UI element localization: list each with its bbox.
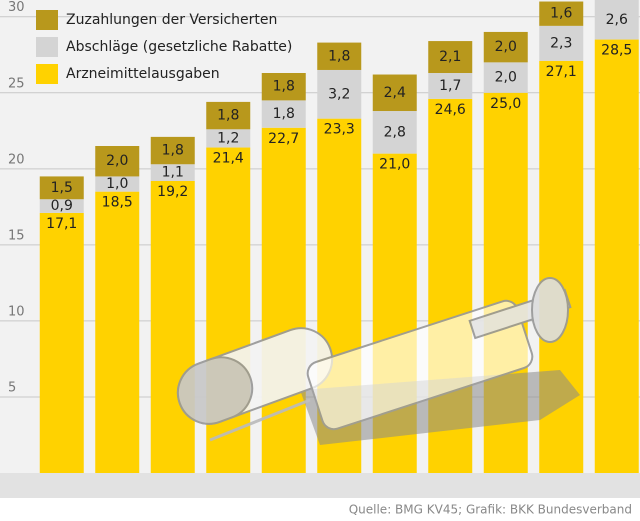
value-label: 2,6 (606, 12, 628, 28)
value-label: 21,0 (379, 157, 410, 173)
value-label: 2,0 (495, 70, 517, 86)
value-label: 1,2 (217, 130, 239, 146)
value-label: 1,6 (550, 6, 572, 22)
value-label: 1,8 (273, 79, 295, 95)
legend-swatch (36, 64, 58, 84)
legend-label: Abschläge (gesetzliche Rabatte) (66, 39, 292, 55)
bar-segment (317, 69, 362, 119)
y-tick-label: 30 (8, 0, 25, 15)
bar-segment (150, 164, 195, 181)
legend-label: Arzneimittelausgaben (66, 66, 220, 82)
bar-segment (95, 146, 140, 177)
value-label: 27,1 (546, 64, 577, 80)
bar-segment (95, 176, 140, 192)
source: Quelle: BMG KV45; Grafik: BKK Bundesverb… (349, 503, 632, 517)
bar-segment (261, 73, 306, 101)
y-tick-label: 25 (8, 76, 25, 91)
y-tick-label: 20 (8, 152, 25, 167)
value-label: 22,7 (268, 131, 299, 147)
bar-segment (39, 199, 84, 213)
bar-segment (206, 129, 251, 148)
legend-swatch (36, 37, 58, 57)
value-label: 1,8 (217, 108, 239, 124)
bar-segment (39, 212, 84, 474)
bar-segment (150, 136, 195, 165)
legend-swatch (36, 10, 58, 30)
bar-segment (483, 62, 528, 93)
value-label: 24,6 (435, 102, 466, 118)
bar-segment (261, 100, 306, 128)
value-label: 0,9 (51, 198, 73, 214)
value-label: 25,0 (490, 96, 521, 112)
value-label: 1,8 (328, 48, 350, 64)
y-tick-label: 15 (8, 228, 25, 243)
bar-segment (372, 111, 417, 154)
value-label: 18,5 (102, 195, 133, 211)
value-label: 23,3 (324, 122, 355, 138)
bar-segment (594, 0, 639, 40)
value-label: 2,1 (439, 49, 461, 65)
bar-segment (372, 74, 417, 112)
value-label: 1,1 (162, 165, 184, 181)
value-label: 3,2 (328, 86, 350, 102)
y-tick-label: 10 (8, 304, 25, 319)
bar-segment (150, 180, 195, 474)
syringe-illustration (176, 277, 580, 445)
value-label: 21,4 (213, 151, 244, 167)
bar-segment (594, 39, 639, 474)
bar-segment (428, 73, 473, 99)
bar-segment (317, 42, 362, 70)
bar-segment (206, 101, 251, 130)
value-label: 1,0 (106, 176, 128, 192)
bar-segment (39, 176, 84, 200)
bar-segment (428, 41, 473, 74)
value-label: 2,0 (495, 39, 517, 55)
value-label: 2,8 (384, 124, 406, 140)
value-label: 2,3 (550, 35, 572, 51)
x-axis-band (0, 473, 640, 498)
value-label: 19,2 (157, 184, 188, 200)
value-label: 1,8 (162, 143, 184, 159)
value-label: 2,0 (106, 153, 128, 169)
y-tick-label: 5 (8, 380, 16, 395)
value-label: 17,1 (46, 216, 77, 232)
bar-segment (539, 1, 584, 26)
value-label: 28,5 (601, 43, 632, 59)
bar-segment (261, 127, 306, 474)
bar-segment (95, 191, 140, 474)
legend-label: Zuzahlungen der Versicherten (66, 12, 277, 28)
value-label: 2,4 (384, 85, 406, 101)
value-label: 1,7 (439, 78, 461, 94)
bar-segment (483, 31, 528, 63)
footer-band (0, 498, 640, 521)
value-label: 1,8 (273, 106, 295, 122)
bar-segment (539, 25, 584, 61)
value-label: 1,5 (51, 180, 73, 196)
